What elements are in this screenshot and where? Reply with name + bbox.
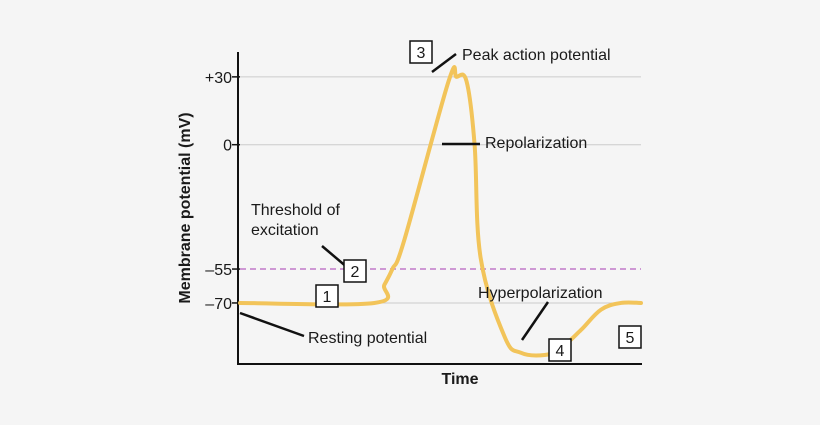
marker-box-4: 4 [548,338,572,362]
y-tick-label-0: +30 [205,70,232,87]
y-tick-label-3: –70 [205,296,232,313]
label-hyperpolarization: Hyperpolarization [478,285,603,302]
y-tick-label-2: –55 [205,262,232,279]
y-axis-label: Membrane potential (mV) [177,112,194,303]
marker-box-3: 3 [409,40,433,64]
y-tick-labels: +30 0 –55 –70 [205,70,240,313]
membrane-potential-curve [238,65,643,358]
svg-text:4: 4 [556,343,565,360]
label-threshold-line1: Threshold of [251,202,340,219]
leader-hyperpolarization [520,301,550,341]
label-peak-action-potential: Peak action potential [462,47,611,64]
y-tick-label-1: 0 [223,138,232,155]
svg-text:2: 2 [351,264,360,281]
leader-peak [431,53,457,73]
label-repolarization: Repolarization [485,135,587,152]
svg-text:5: 5 [626,330,635,347]
svg-text:3: 3 [417,45,426,62]
marker-box-2: 2 [343,259,367,283]
svg-text:1: 1 [323,289,332,306]
marker-box-1: 1 [315,284,339,308]
label-threshold-line2: excitation [251,222,319,239]
label-resting-potential: Resting potential [308,330,427,347]
x-axis-label: Time [441,371,478,388]
leader-resting [239,311,305,338]
marker-box-5: 5 [618,325,642,349]
